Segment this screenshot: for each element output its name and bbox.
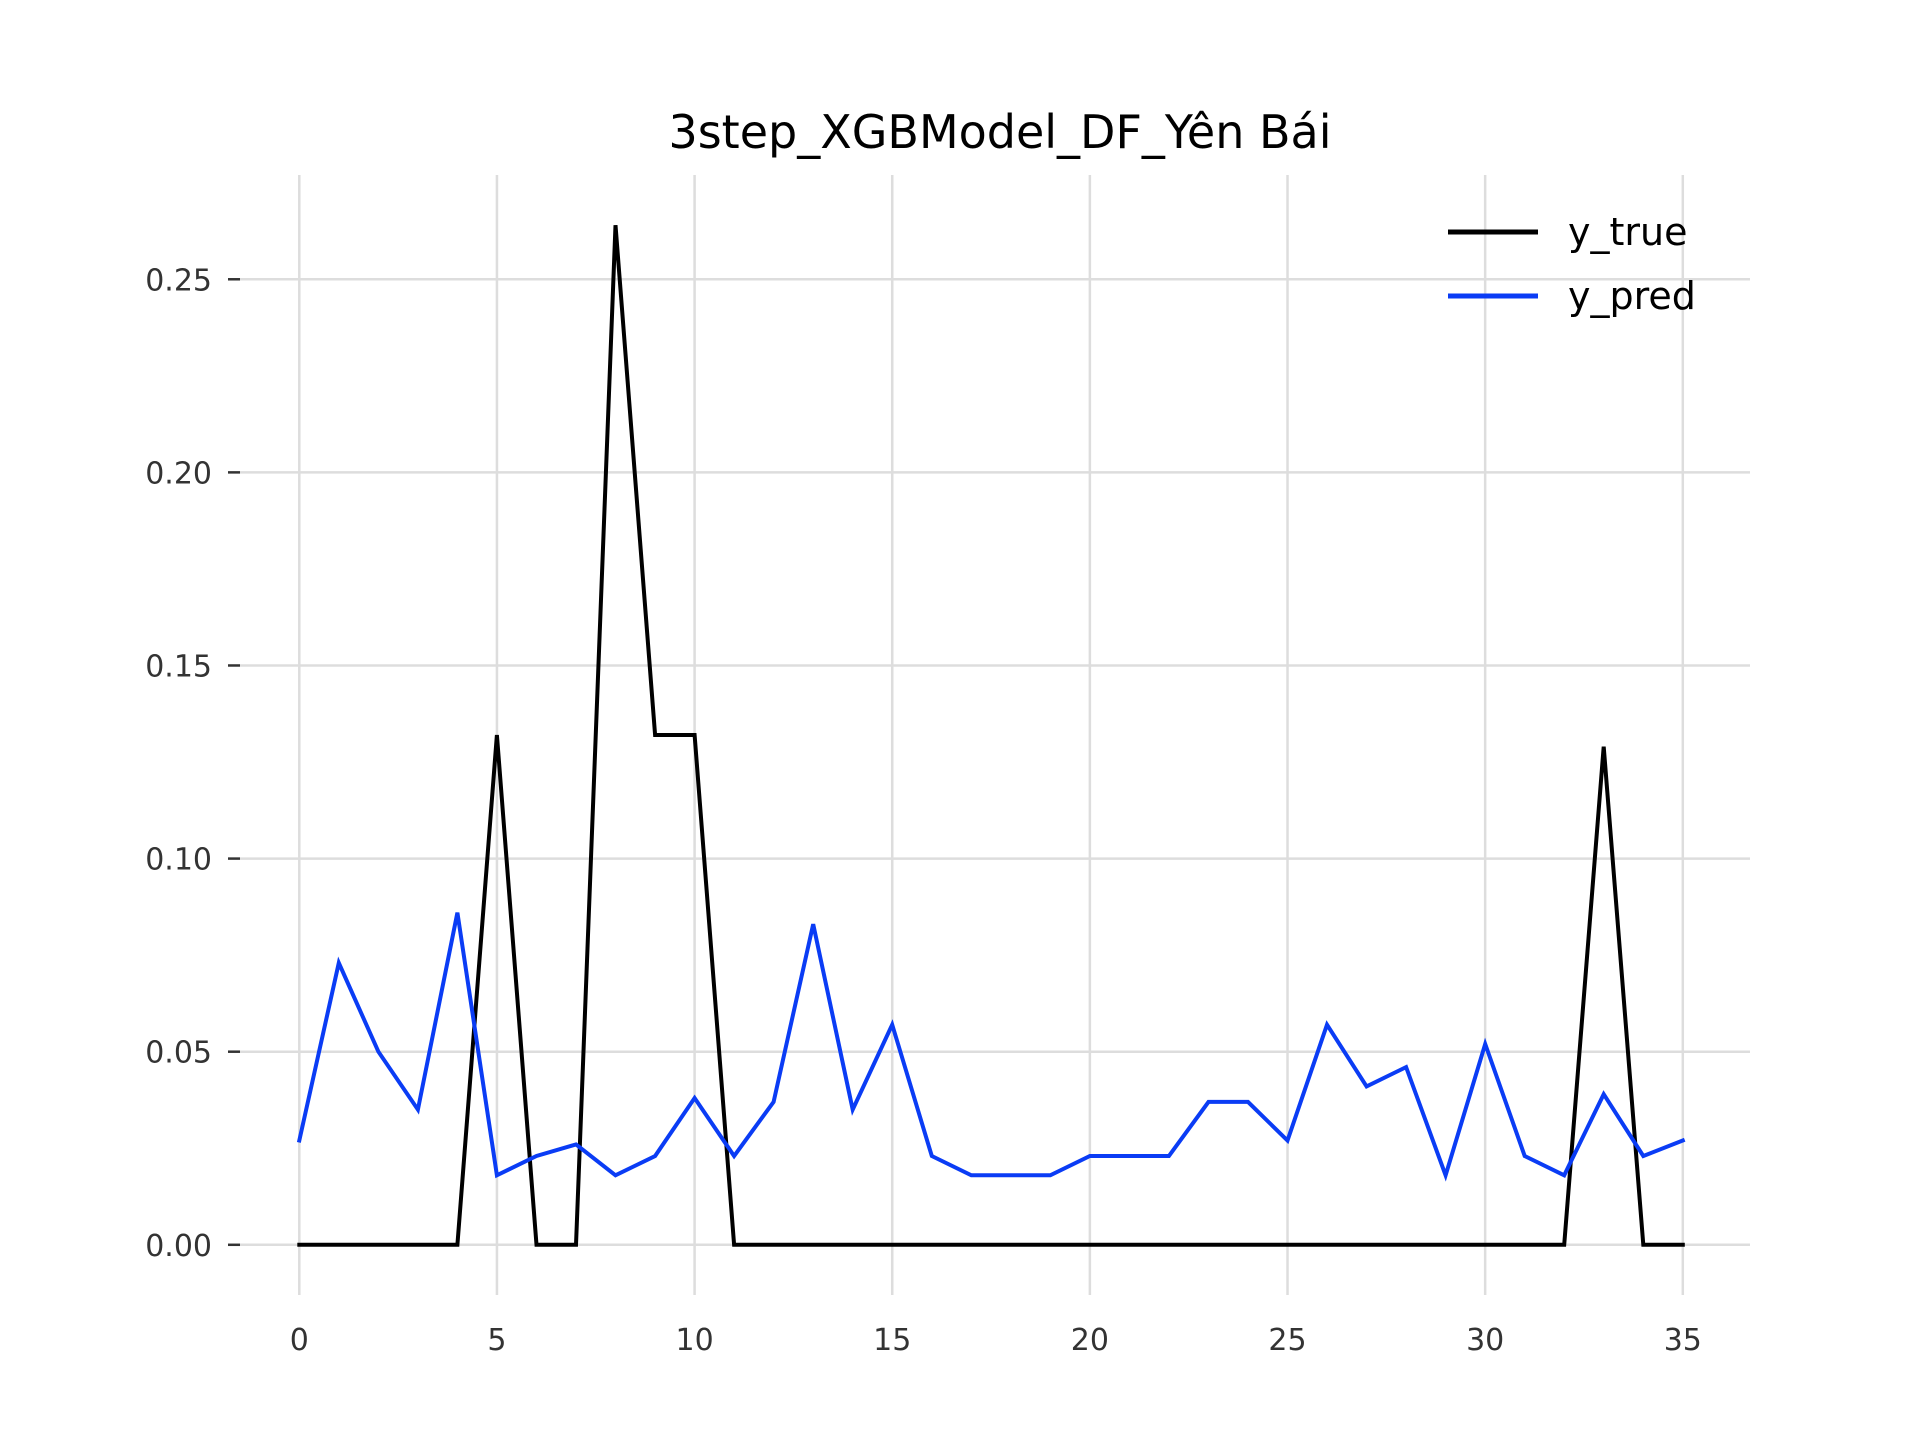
y-tick-label: 0.05	[145, 1036, 212, 1071]
series-lines	[296, 225, 1686, 1247]
series-line-y-true	[297, 225, 1685, 1247]
y-tick-label: 0.00	[145, 1229, 212, 1264]
y-tick-label: 0.10	[145, 843, 212, 878]
legend: y_true y_pred	[1448, 210, 1696, 318]
y-tick-label: 0.15	[145, 649, 212, 684]
x-tick-label: 15	[873, 1323, 911, 1358]
x-tick-label: 10	[675, 1323, 713, 1358]
chart-title: 3step_XGBModel_DF_Yên Bái	[668, 105, 1331, 159]
x-tick-label: 35	[1664, 1323, 1702, 1358]
legend-label-y-true: y_true	[1568, 210, 1687, 254]
series-line-y-pred	[296, 912, 1686, 1182]
legend-label-y-pred: y_pred	[1568, 274, 1696, 318]
x-tick-label: 30	[1466, 1323, 1504, 1358]
grid-lines	[240, 175, 1750, 1295]
x-tick-label: 25	[1268, 1323, 1306, 1358]
x-tick-label: 5	[487, 1323, 506, 1358]
y-tick-label: 0.20	[145, 456, 212, 491]
x-tick-label: 20	[1071, 1323, 1109, 1358]
axes: 0 5 10 15 20 25 30 35 0.00 0.05 0.10 0.15 0.20 0.25	[145, 263, 1702, 1358]
x-tick-label: 0	[290, 1323, 309, 1358]
y-tick-label: 0.25	[145, 263, 212, 298]
